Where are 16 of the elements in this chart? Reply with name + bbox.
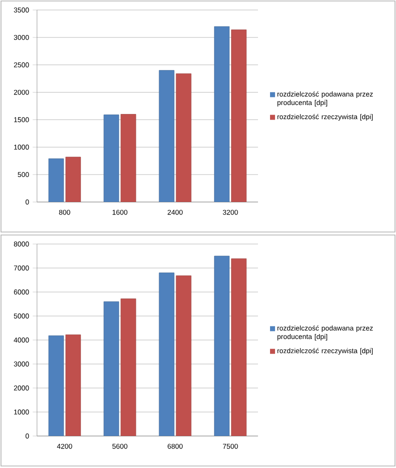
bar — [104, 301, 120, 436]
bar — [158, 70, 174, 202]
bar — [158, 272, 174, 436]
bar — [65, 156, 81, 202]
bar — [104, 114, 120, 202]
bar — [214, 256, 230, 436]
bar — [176, 73, 192, 202]
bar — [231, 30, 247, 202]
bar — [48, 158, 64, 202]
bar — [214, 26, 230, 202]
bar — [120, 114, 136, 202]
bar — [176, 275, 192, 436]
bar — [231, 258, 247, 436]
bar — [120, 298, 136, 436]
bar — [48, 335, 64, 436]
bar — [65, 334, 81, 436]
